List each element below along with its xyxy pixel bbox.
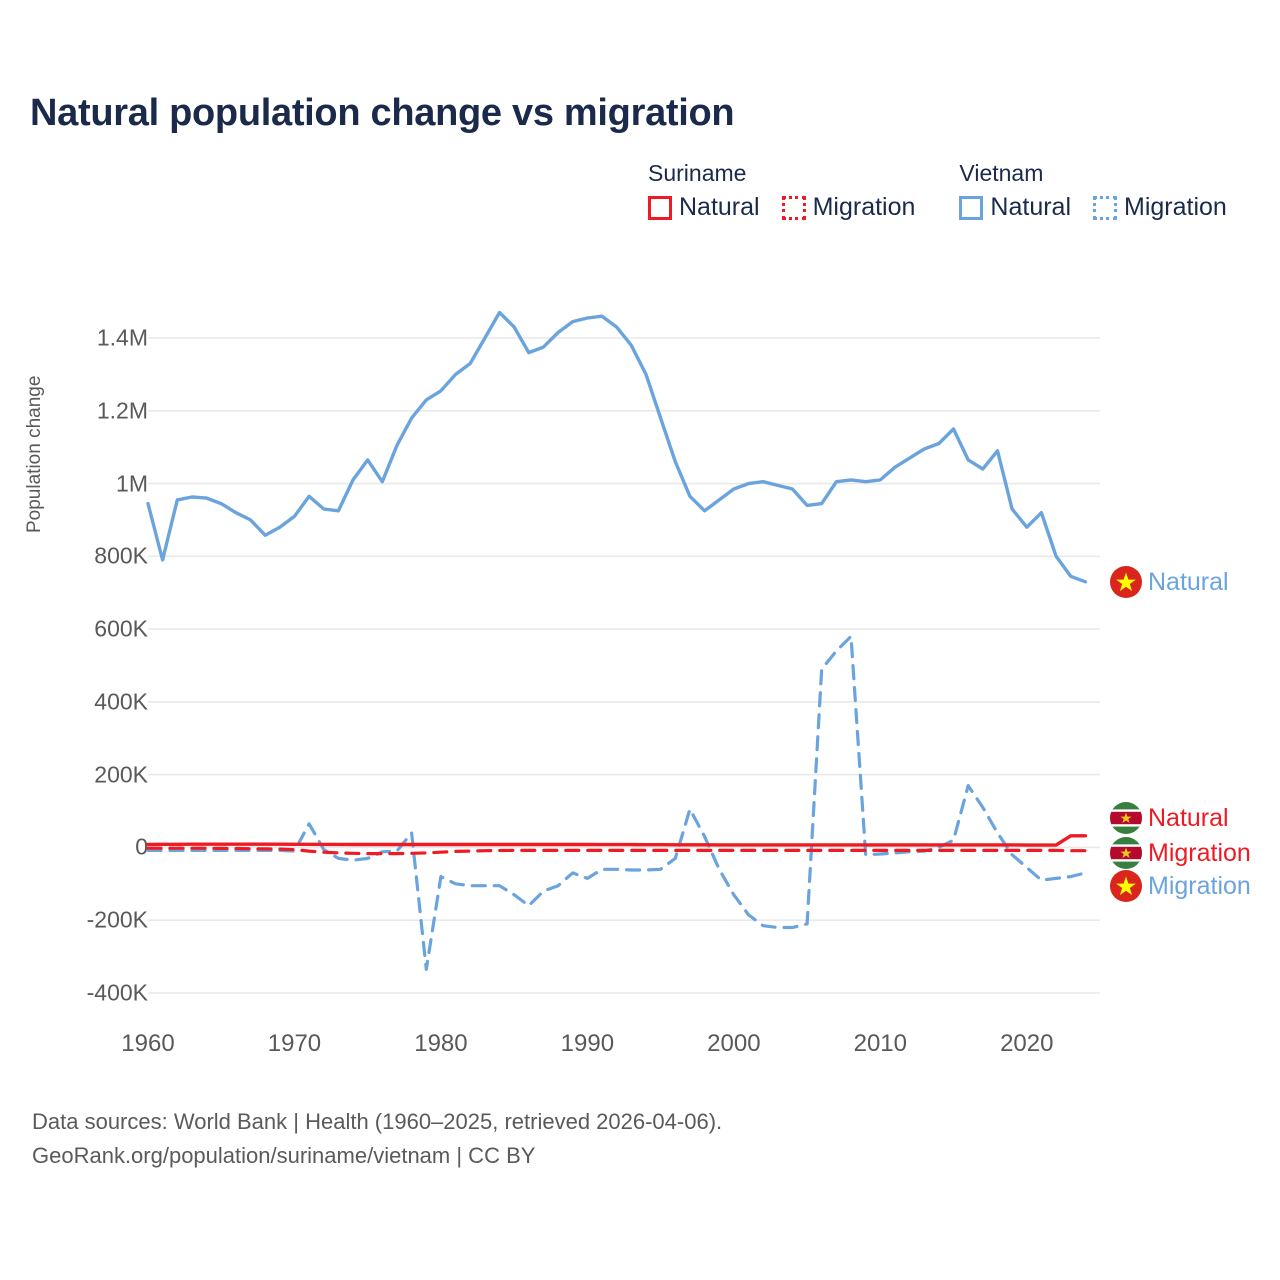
legend-swatch-solid-icon (959, 195, 984, 220)
legend-swatch-dotted-icon (1093, 195, 1118, 220)
end-label-text: Migration (1148, 838, 1251, 867)
suriname-flag-icon (1110, 802, 1142, 834)
legend-group-suriname: Suriname Natural Migration (648, 160, 915, 222)
y-axis-tick-label: 200K (94, 761, 148, 788)
legend-item-vietnam-natural[interactable]: Natural (959, 193, 1071, 222)
y-axis-tick-label: 600K (94, 615, 148, 642)
legend-group-vietnam: Vietnam Natural Migration (959, 160, 1227, 222)
legend-item-label: Natural (990, 193, 1072, 221)
vietnam-flag-icon (1110, 870, 1142, 902)
x-axis-tick-label: 1960 (121, 1030, 175, 1057)
legend-item-label: Natural (679, 193, 760, 221)
suriname-flag-icon (1110, 837, 1142, 869)
x-axis-tick-label: 2010 (853, 1030, 907, 1057)
x-axis-tick-label: 2000 (707, 1030, 761, 1057)
y-axis-tick-label: 1.4M (96, 324, 148, 351)
legend-country-label: Suriname (648, 160, 747, 186)
legend-item-suriname-migration[interactable]: Migration (781, 193, 916, 222)
legend-country-label: Vietnam (959, 160, 1044, 186)
legend-item-suriname-natural[interactable]: Natural (648, 193, 760, 222)
end-label-text: Natural (1148, 567, 1229, 596)
page-title: Natural population change vs migration (30, 92, 735, 134)
end-label-vietnam-natural[interactable]: Natural (1110, 566, 1229, 598)
legend-item-label: Migration (1124, 193, 1227, 221)
y-axis-tick-label: -400K (86, 979, 148, 1006)
end-label-suriname-natural[interactable]: Natural (1110, 802, 1229, 834)
y-axis-tick-label: 0 (135, 833, 148, 860)
x-axis-tick-label: 1970 (267, 1030, 322, 1057)
x-axis-tick-label: 1980 (414, 1030, 468, 1057)
series-line-suriname-migration (146, 846, 1088, 856)
footer: Data sources: World Bank | Health (1960–… (32, 1105, 722, 1173)
legend-swatch-solid-icon (648, 195, 672, 220)
x-axis-tick-label: 2020 (1000, 1030, 1054, 1057)
y-axis-tick-label: 1M (116, 470, 148, 497)
series-line-vietnam-migration (146, 634, 1088, 971)
y-axis-tick-label: 1.2M (96, 397, 148, 424)
y-axis-tick-label: -200K (86, 906, 148, 933)
series-line-vietnam-natural (146, 310, 1088, 584)
end-label-vietnam-migration[interactable]: Migration (1110, 870, 1251, 902)
end-label-text: Migration (1148, 871, 1251, 900)
x-axis-tick-label: 1990 (560, 1030, 615, 1057)
end-label-suriname-migration[interactable]: Migration (1110, 837, 1251, 869)
legend-swatch-dotted-icon (781, 195, 806, 220)
end-label-text: Natural (1148, 803, 1229, 832)
legend-item-vietnam-migration[interactable]: Migration (1093, 193, 1227, 222)
y-axis-tick-label: 400K (94, 688, 148, 715)
y-axis-ticks: 1.4M 1.2M 1M 800K 600K 400K 200K 0 -200K -400K (0, 0, 148, 1280)
footer-attribution: GeoRank.org/population/suriname/vietnam … (32, 1143, 536, 1169)
y-axis-tick-label: 800K (94, 542, 148, 569)
vietnam-flag-icon (1110, 566, 1142, 598)
legend-item-label: Migration (812, 193, 916, 221)
footer-data-sources: Data sources: World Bank | Health (1960–… (32, 1109, 723, 1134)
series-line-suriname-natural (146, 834, 1088, 847)
legend: Suriname Natural Migration Vietnam Natur… (648, 160, 1227, 222)
